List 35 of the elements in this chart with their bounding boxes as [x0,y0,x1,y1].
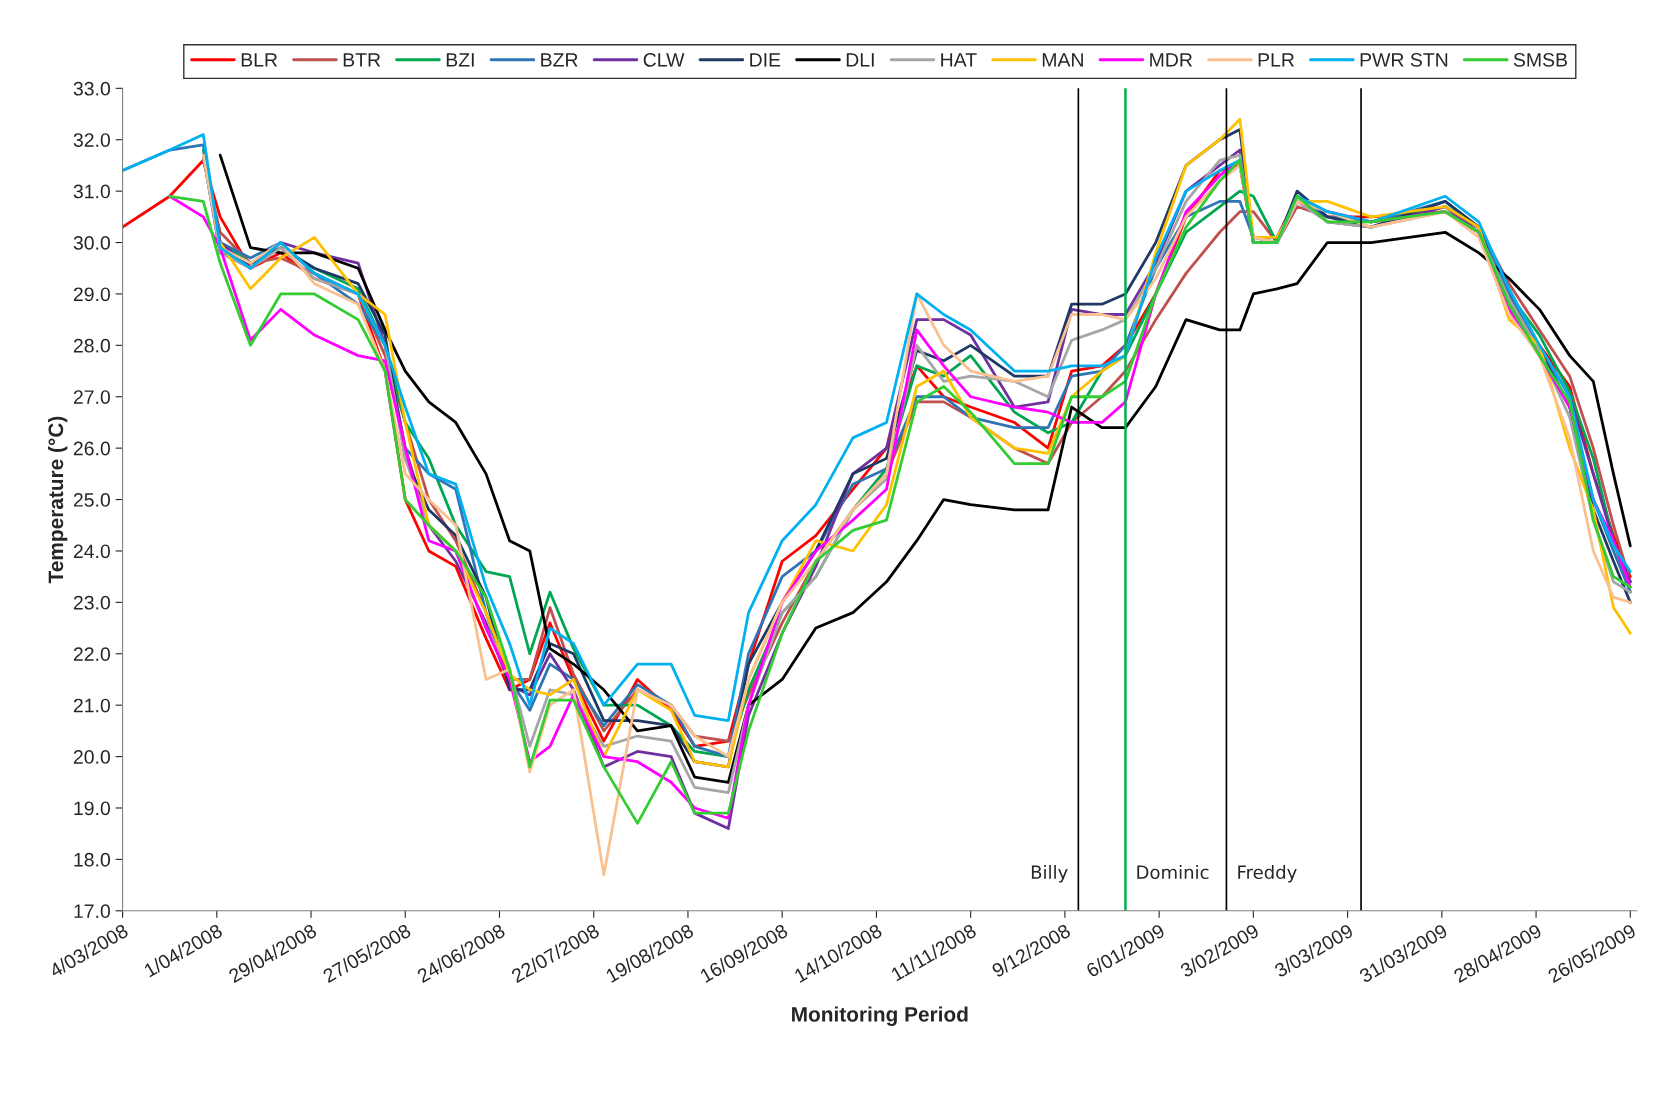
legend-label: PLR [1258,53,1295,67]
y-tick-label: 23.0 [73,595,110,610]
y-tick-label: 21.0 [73,698,110,713]
legend-label: DLI [846,53,874,67]
y-tick-label: 26.0 [73,441,110,456]
legend-label: DIE [750,53,781,67]
y-tick-label: 22.0 [73,647,110,662]
legend-label: BTR [343,53,381,67]
legend-label: PWR STN [1360,52,1448,67]
x-axis-title: Monitoring Period [792,1006,968,1026]
ref-line-label: Billy [1031,865,1068,883]
legend-label: MAN [1042,53,1083,67]
legend-label: BZR [541,53,578,67]
y-tick-label: 29.0 [73,287,110,302]
legend-label: SMSB [1513,52,1567,67]
ref-line-label: Freddy [1238,865,1297,883]
y-tick-label: 28.0 [73,338,110,353]
y-tick-label: 33.0 [73,81,110,96]
y-tick-label: 24.0 [73,544,110,559]
y-tick-label: 17.0 [74,904,110,919]
legend-label: CLW [643,52,685,67]
legend-label: BZI [446,53,474,67]
y-tick-label: 27.0 [73,390,110,404]
y-tick-label: 25.0 [73,493,110,507]
ref-line-label: Dominic [1137,865,1209,880]
legend-label: HAT [941,53,977,67]
y-tick-label: 19.0 [74,801,110,816]
legend-label: MDR [1150,53,1193,67]
y-tick-label: 18.0 [74,852,110,867]
y-axis-title: Temperature (°C) [47,416,68,584]
y-tick-label: 32.0 [73,133,110,147]
legend-label: BLR [241,53,278,67]
y-tick-label: 31.0 [73,184,110,199]
y-tick-label: 30.0 [73,236,110,250]
y-tick-label: 20.0 [73,750,110,764]
